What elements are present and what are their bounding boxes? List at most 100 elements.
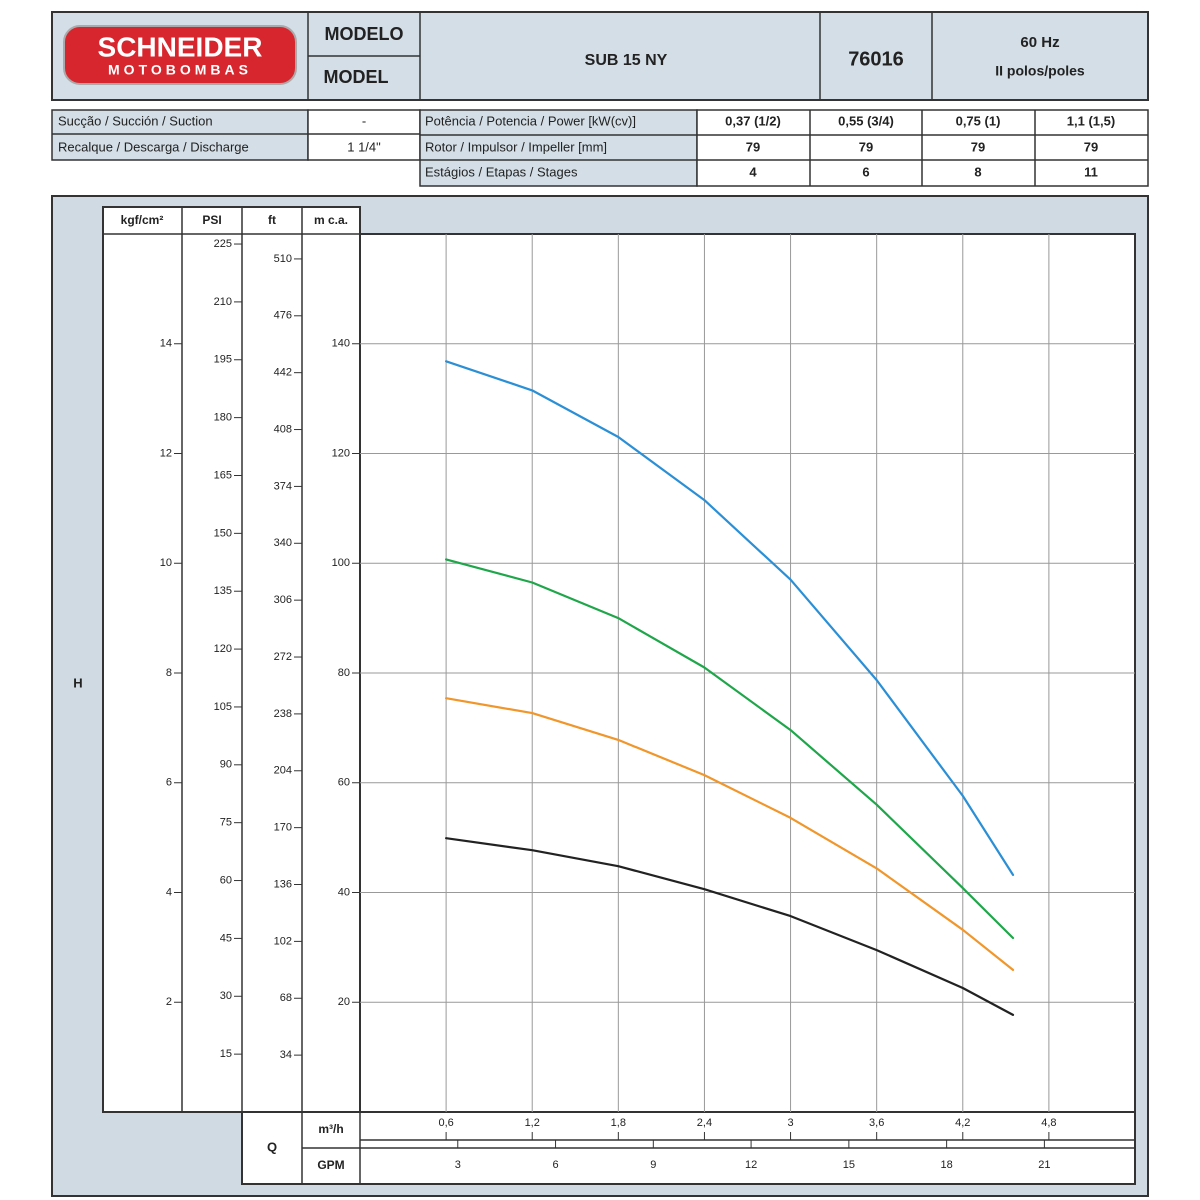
spec-label: Potência / Potencia / Power [kW(cv)] <box>425 113 636 128</box>
aux-tick-label: 10 <box>160 557 172 569</box>
cell <box>419 109 698 187</box>
axis-header: PSI <box>202 213 221 227</box>
aux-tick-label: 4 <box>166 886 172 898</box>
rotor: 79 <box>1084 139 1098 154</box>
x-label: m³/h <box>318 1122 343 1136</box>
y-tick-label: 80 <box>338 667 350 679</box>
pump-curve <box>445 697 1015 971</box>
aux-tick-label: 135 <box>214 585 232 597</box>
connection-value: - <box>362 113 366 128</box>
model-label: MODELO <box>325 24 404 44</box>
brand: SCHNEIDER <box>98 31 263 62</box>
flow-label: Q <box>267 1139 277 1154</box>
aux-tick-label: 120 <box>214 643 232 655</box>
aux-tick-label: 204 <box>274 765 292 777</box>
aux-tick-label: 238 <box>274 708 292 720</box>
power: 1,1 (1,5) <box>1067 113 1115 128</box>
aux-tick-label: 68 <box>280 992 292 1004</box>
aux-tick-label: 30 <box>220 990 232 1002</box>
aux-tick-label: 170 <box>274 822 292 834</box>
x2-tick-label: 18 <box>941 1159 953 1171</box>
aux-tick-label: 510 <box>274 253 292 265</box>
aux-tick-label: 306 <box>274 594 292 606</box>
x2-tick-label: 12 <box>745 1159 757 1171</box>
aux-tick-label: 165 <box>214 469 232 481</box>
x2-tick-label: 9 <box>650 1159 656 1171</box>
x-tick-label: 0,6 <box>438 1117 453 1129</box>
x-tick-label: 1,2 <box>525 1117 540 1129</box>
axis-header: m c.a. <box>314 213 348 227</box>
x-tick-label: 1,8 <box>611 1117 626 1129</box>
rotor: 79 <box>971 139 985 154</box>
rotor: 79 <box>746 139 760 154</box>
stages: 6 <box>862 164 869 179</box>
power: 0,37 (1/2) <box>725 113 781 128</box>
model: SUB 15 NY <box>585 52 668 69</box>
rotor: 79 <box>859 139 873 154</box>
pump-curve <box>445 360 1015 876</box>
aux-tick-label: 180 <box>214 412 232 424</box>
y-tick-label: 20 <box>338 996 350 1008</box>
y-tick-label: 100 <box>332 557 350 569</box>
aux-tick-label: 34 <box>280 1049 292 1061</box>
spec-label: Estágios / Etapas / Stages <box>425 164 578 179</box>
y-tick-label: 40 <box>338 886 350 898</box>
code: 76016 <box>848 48 904 70</box>
axis-header: kgf/cm² <box>121 213 164 227</box>
stages: 11 <box>1084 164 1098 179</box>
brand-sub: MOTOBOMBAS <box>108 62 252 78</box>
y-tick-label: 60 <box>338 777 350 789</box>
aux-tick-label: 12 <box>160 447 172 459</box>
x2-tick-label: 6 <box>552 1159 558 1171</box>
aux-tick-label: 136 <box>274 878 292 890</box>
aux-tick-label: 442 <box>274 367 292 379</box>
aux-tick-label: 150 <box>214 527 232 539</box>
aux-tick-label: 408 <box>274 423 292 435</box>
x-tick-label: 3 <box>787 1117 793 1129</box>
y-tick-label: 140 <box>332 338 350 350</box>
x-tick-label: 4,8 <box>1041 1117 1056 1129</box>
model-label: MODEL <box>324 67 389 87</box>
power: 0,75 (1) <box>956 113 1001 128</box>
aux-tick-label: 476 <box>274 310 292 322</box>
x2-tick-label: 15 <box>843 1159 855 1171</box>
aux-tick-label: 340 <box>274 537 292 549</box>
poles: II polos/poles <box>995 63 1085 79</box>
axis-columns <box>102 206 361 1113</box>
cell <box>51 109 309 161</box>
aux-tick-label: 195 <box>214 354 232 366</box>
x2-tick-label: 21 <box>1038 1159 1050 1171</box>
logo <box>63 25 297 85</box>
aux-tick-label: 225 <box>214 238 232 250</box>
x-tick-label: 3,6 <box>869 1117 884 1129</box>
aux-tick-label: 6 <box>166 777 172 789</box>
aux-tick-label: 210 <box>214 296 232 308</box>
frequency: 60 Hz <box>1020 34 1059 51</box>
x-tick-label: 4,2 <box>955 1117 970 1129</box>
y-label: H <box>73 675 82 690</box>
aux-tick-label: 102 <box>274 935 292 947</box>
power: 0,55 (3/4) <box>838 113 894 128</box>
aux-tick-label: 8 <box>166 667 172 679</box>
aux-tick-label: 14 <box>160 338 172 350</box>
x2-tick-label: 3 <box>455 1159 461 1171</box>
axis-header: ft <box>268 213 276 227</box>
aux-tick-label: 15 <box>220 1048 232 1060</box>
pump-curve <box>445 837 1015 1016</box>
aux-tick-label: 45 <box>220 932 232 944</box>
aux-tick-label: 272 <box>274 651 292 663</box>
aux-tick-label: 2 <box>166 996 172 1008</box>
connection-value: 1 1/4" <box>347 139 381 154</box>
connection-label: Sucção / Succión / Suction <box>58 113 213 128</box>
aux-tick-label: 75 <box>220 817 232 829</box>
pump-curve <box>445 558 1015 940</box>
aux-tick-label: 105 <box>214 701 232 713</box>
x-tick-label: 2,4 <box>697 1117 712 1129</box>
y-tick-label: 120 <box>332 447 350 459</box>
stages: 4 <box>749 164 757 179</box>
stages: 8 <box>974 164 981 179</box>
x2-label: GPM <box>317 1158 344 1172</box>
aux-tick-label: 60 <box>220 874 232 886</box>
